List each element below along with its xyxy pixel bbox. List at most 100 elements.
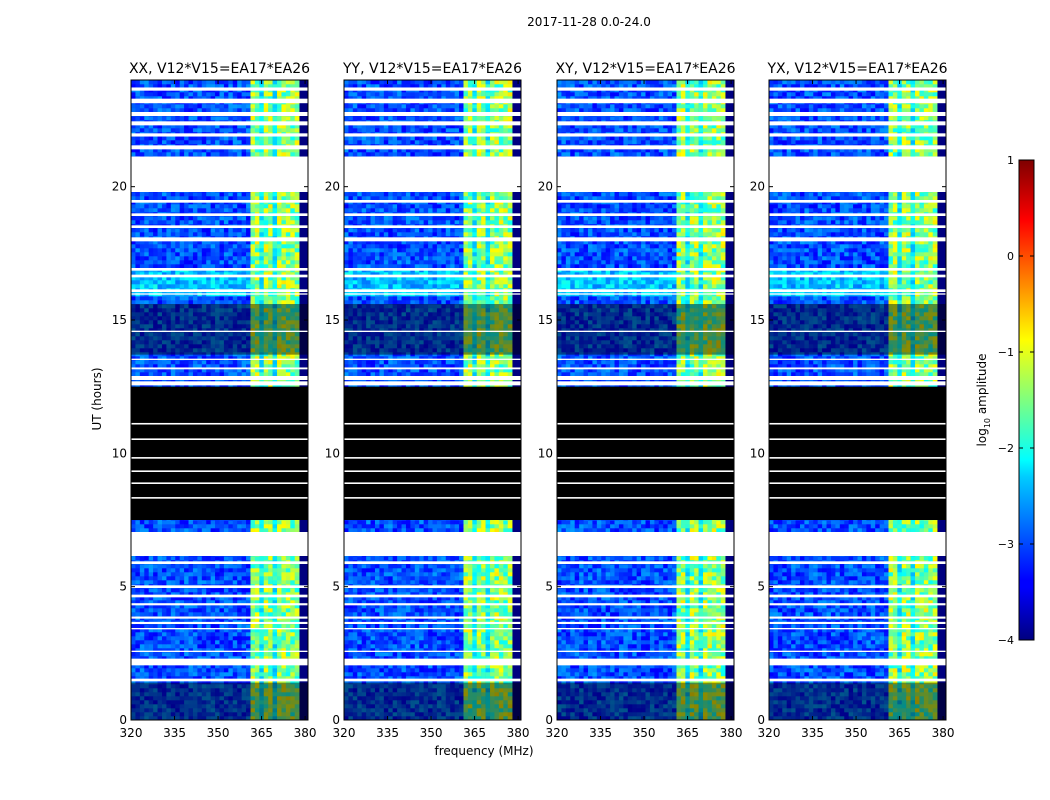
heatmap-cell	[161, 528, 167, 533]
heatmap-cell	[263, 328, 269, 333]
heatmap-cell	[215, 636, 220, 641]
heatmap-cell	[259, 688, 265, 693]
heatmap-cell	[144, 284, 149, 289]
heatmap-cell	[188, 244, 194, 249]
heatmap-cell	[197, 384, 203, 389]
heatmap-cell	[263, 700, 269, 705]
heatmap-cell	[250, 676, 256, 681]
heatmap-cell	[259, 700, 265, 705]
heatmap-cell	[139, 528, 145, 533]
heatmap-cell	[232, 708, 238, 713]
heatmap-cell	[166, 632, 172, 637]
heatmap-cell	[215, 640, 220, 645]
heatmap-cell	[250, 216, 256, 221]
heatmap-cell	[272, 216, 278, 221]
heatmap-cell	[250, 668, 256, 673]
heatmap-cell	[277, 592, 282, 597]
heatmap-cell	[153, 280, 158, 285]
heatmap-cell	[170, 260, 176, 265]
heatmap-cell	[157, 276, 163, 281]
heatmap-cell	[144, 524, 149, 529]
heatmap-cell	[175, 264, 180, 269]
heatmap-cell	[153, 340, 158, 345]
heatmap-cell	[144, 300, 149, 305]
heatmap-cell	[153, 244, 158, 249]
heatmap-cell	[272, 604, 278, 609]
heatmap-cell	[201, 216, 207, 221]
heatmap-cell	[148, 368, 154, 373]
heatmap-cell	[210, 372, 216, 377]
heatmap-cell	[263, 652, 269, 657]
heatmap-cell	[197, 348, 203, 353]
heatmap-cell	[223, 252, 229, 257]
heatmap-cell	[281, 280, 287, 285]
heatmap-cell	[268, 688, 273, 693]
heatmap-cell	[148, 668, 154, 673]
heatmap-cell	[259, 596, 265, 601]
heatmap-cell	[166, 656, 172, 661]
heatmap-cell	[139, 600, 145, 605]
heatmap-cell	[223, 624, 229, 629]
heatmap-cell	[272, 696, 278, 701]
heatmap-cell	[241, 576, 247, 581]
heatmap-cell	[263, 648, 269, 653]
heatmap-cell	[219, 576, 225, 581]
heatmap-cell	[170, 272, 176, 277]
heatmap-cell	[259, 580, 265, 585]
x-axis-label: frequency (MHz)	[434, 744, 533, 758]
heatmap-cell	[144, 688, 149, 693]
heatmap-cell	[166, 708, 172, 713]
heatmap-cell	[131, 208, 136, 213]
heatmap-cell	[263, 588, 269, 593]
heatmap-cell	[184, 328, 189, 333]
heatmap-cell	[232, 580, 238, 585]
heatmap-cell	[215, 608, 220, 613]
heatmap-cell	[135, 644, 141, 649]
heatmap-cell	[161, 680, 167, 685]
heatmap-cell	[215, 644, 220, 649]
heatmap-cell	[268, 520, 273, 525]
heatmap-cell	[139, 296, 145, 301]
heatmap-cell	[250, 316, 256, 321]
heatmap-cell	[201, 252, 207, 257]
heatmap-cell	[184, 320, 189, 325]
heatmap-cell	[188, 204, 194, 209]
heatmap-cell	[157, 264, 163, 269]
heatmap-cell	[228, 356, 234, 361]
heatmap-cell	[170, 348, 176, 353]
heatmap-cell	[166, 648, 172, 653]
heatmap-cell	[192, 308, 198, 313]
heatmap-cell	[179, 696, 185, 701]
heatmap-cell	[170, 608, 176, 613]
heatmap-cell	[166, 672, 172, 677]
heatmap-cell	[277, 340, 282, 345]
heatmap-cell	[139, 628, 145, 633]
heatmap-cell	[157, 312, 163, 317]
heatmap-cell	[219, 568, 225, 573]
heatmap-cell	[170, 604, 176, 609]
heatmap-cell	[175, 196, 180, 201]
heatmap-cell	[161, 308, 167, 313]
heatmap-cell	[272, 628, 278, 633]
heatmap-cell	[290, 688, 296, 693]
heatmap-cell	[148, 716, 154, 720]
heatmap-cell	[241, 592, 247, 597]
heatmap-cell	[281, 648, 287, 653]
heatmap-cell	[139, 656, 145, 661]
heatmap-cell	[263, 712, 269, 717]
heatmap-cell	[223, 716, 229, 720]
heatmap-cell	[206, 608, 211, 613]
heatmap-cell	[161, 572, 167, 577]
heatmap-cell	[294, 228, 300, 233]
heatmap-cell	[241, 364, 247, 369]
heatmap-cell	[161, 580, 167, 585]
heatmap-cell	[281, 636, 287, 641]
heatmap-cell	[184, 688, 189, 693]
heatmap-cell	[148, 320, 154, 325]
heatmap-cell	[259, 636, 265, 641]
heatmap-cell	[170, 592, 176, 597]
heatmap-cell	[144, 716, 149, 720]
heatmap-cell	[219, 688, 225, 693]
heatmap-cell	[246, 648, 251, 653]
